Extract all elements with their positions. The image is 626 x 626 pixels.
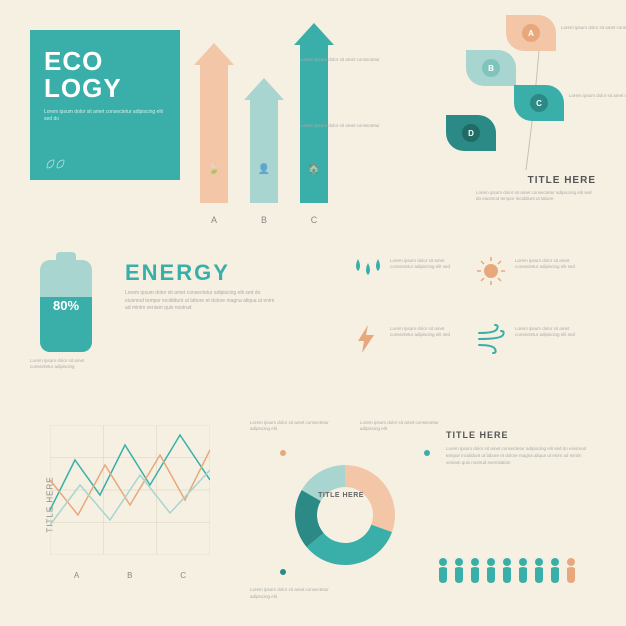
donut-dot [424,450,430,456]
battery-percent: 80% [40,298,92,313]
donut-center: TITLE HERE [316,492,366,499]
arrow-A: 🍃 [200,63,228,203]
lc-label: C [180,571,186,580]
people-title: TITLE HERE [446,430,596,440]
donut-text-b: Lorem ipsum dolor sit amet consectetur a… [250,587,330,600]
water-icon [350,255,384,287]
energy-title: ENERGY [125,260,230,286]
battery-icon: 80% [40,260,92,352]
leaf-text: Lorem ipsum dolor sit amet consectetur [301,123,381,129]
arrow-label: A [200,215,228,225]
battery-section: 80% Lorem ipsum dolor sit amet consectet… [30,250,330,390]
person-icon [500,557,514,585]
battery-sub: Lorem ipsum dolor sit amet consectetur a… [30,358,102,371]
arrow-B: 👤 [250,98,278,203]
sun-icon-item: Lorem ipsum dolor sit amet consectetur a… [475,250,595,310]
eicon-text: Lorem ipsum dolor sit amet consectetur a… [515,326,590,339]
person-icon [452,557,466,585]
bolt-icon-item: Lorem ipsum dolor sit amet consectetur a… [350,318,470,378]
title-block: ECO LOGY Lorem ipsum dolor sit amet cons… [30,30,180,180]
lc-label: B [127,571,132,580]
arrow-label: C [300,215,328,225]
leaf-node-B: B [466,50,516,86]
donut-dot [280,450,286,456]
leaf-text: Lorem ipsum dolor sit amet consectetur [569,93,626,99]
title-line1: ECO [44,48,166,75]
donut-text-tr: Lorem ipsum dolor sit amet consectetur a… [360,420,440,433]
title-sub: Lorem ipsum dolor sit amet consectetur a… [44,109,166,123]
leaf-node-C: C [514,85,564,121]
leaf-text: Lorem ipsum dolor sit amet consectetur [561,25,626,31]
leaf-callouts: TITLE HERE Lorem ipsum dolor sit amet co… [386,15,596,225]
leaf-icon [44,154,74,170]
leaves-title: TITLE HERE [528,175,596,186]
donut-text-tl: Lorem ipsum dolor sit amet consectetur a… [250,420,330,433]
leaf-text: Lorem ipsum dolor sit amet consectetur [301,57,381,63]
person-icon [516,557,530,585]
energy-icons-grid: Lorem ipsum dolor sit amet consectetur a… [350,250,600,390]
people-desc: Lorem ipsum dolor sit amet consectetur a… [446,446,596,466]
person-icon [532,557,546,585]
bolt-icon [350,323,384,355]
people-row [436,557,578,585]
person-icon [564,557,578,585]
leaf-stem [386,15,596,175]
donut-dot [280,569,286,575]
title-line2: LOGY [44,75,166,102]
leaf-node-A: A [506,15,556,51]
leaves-desc: Lorem ipsum dolor sit amet consectetur a… [476,190,596,203]
eicon-text: Lorem ipsum dolor sit amet consectetur a… [390,258,465,271]
donut-chart: Lorem ipsum dolor sit amet consectetur a… [240,420,440,600]
sun-icon [475,255,509,287]
eicon-text: Lorem ipsum dolor sit amet consectetur a… [390,326,465,339]
wind-icon [475,323,509,355]
line-chart: TITLE HERE ABC [30,420,220,590]
eicon-text: Lorem ipsum dolor sit amet consectetur a… [515,258,590,271]
people-section: TITLE HERE Lorem ipsum dolor sit amet co… [446,430,596,600]
wind-icon-item: Lorem ipsum dolor sit amet consectetur a… [475,318,595,378]
person-icon [468,557,482,585]
person-icon [436,557,450,585]
energy-desc: Lorem ipsum dolor sit amet consectetur a… [125,290,275,313]
linechart-labels: A B C [50,571,210,580]
person-icon [484,557,498,585]
arrow-label: B [250,215,278,225]
linechart-svg [50,425,210,555]
donut-svg [290,460,400,570]
person-icon [548,557,562,585]
lc-label: A [74,571,79,580]
leaf-node-D: D [446,115,496,151]
water-icon-item: Lorem ipsum dolor sit amet consectetur a… [350,250,470,310]
